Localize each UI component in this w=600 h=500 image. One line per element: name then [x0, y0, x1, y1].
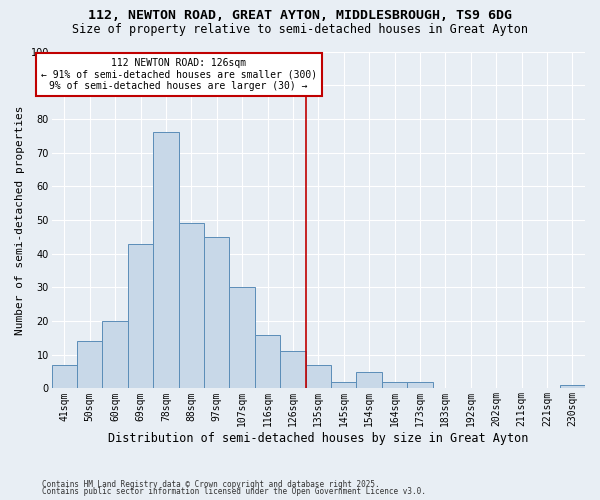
Bar [204, 237, 229, 388]
Bar [305, 365, 331, 388]
Bar [52, 365, 77, 388]
Bar [382, 382, 407, 388]
Bar [356, 372, 382, 388]
Bar [560, 385, 585, 388]
Bar [255, 334, 280, 388]
Text: Size of property relative to semi-detached houses in Great Ayton: Size of property relative to semi-detach… [72, 22, 528, 36]
Text: 112, NEWTON ROAD, GREAT AYTON, MIDDLESBROUGH, TS9 6DG: 112, NEWTON ROAD, GREAT AYTON, MIDDLESBR… [88, 9, 512, 22]
Text: Contains HM Land Registry data © Crown copyright and database right 2025.: Contains HM Land Registry data © Crown c… [42, 480, 380, 489]
Bar [103, 321, 128, 388]
Text: 112 NEWTON ROAD: 126sqm
← 91% of semi-detached houses are smaller (300)
9% of se: 112 NEWTON ROAD: 126sqm ← 91% of semi-de… [41, 58, 317, 92]
Bar [280, 352, 305, 389]
Bar [77, 341, 103, 388]
Bar [331, 382, 356, 388]
Bar [128, 244, 153, 388]
Bar [153, 132, 179, 388]
Bar [407, 382, 433, 388]
Bar [179, 224, 204, 388]
Bar [229, 288, 255, 388]
Text: Contains public sector information licensed under the Open Government Licence v3: Contains public sector information licen… [42, 487, 426, 496]
X-axis label: Distribution of semi-detached houses by size in Great Ayton: Distribution of semi-detached houses by … [108, 432, 529, 445]
Y-axis label: Number of semi-detached properties: Number of semi-detached properties [15, 105, 25, 334]
